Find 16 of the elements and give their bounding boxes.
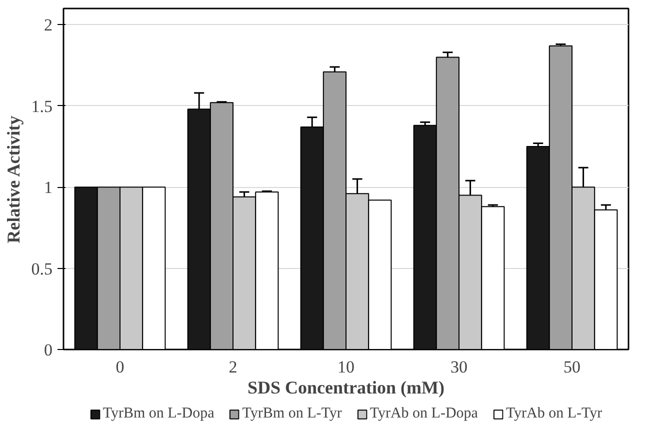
x-tick-label: 30: [450, 358, 468, 376]
legend-label: TyrAb on L-Dopa: [370, 406, 478, 422]
legend-label: TyrBm on L-Tyr: [242, 406, 342, 422]
y-tick-label: 2: [44, 16, 52, 35]
x-tick-label: 50: [564, 358, 580, 376]
y-tick-label: 0.5: [31, 259, 52, 278]
x-tick-label: 2: [228, 358, 238, 376]
y-axis-title: Relative Activity: [3, 116, 24, 244]
x-tick-label: 0: [116, 358, 124, 376]
y-tick-label: 0: [44, 340, 52, 360]
x-axis-title: SDS Concentration (mM): [248, 378, 444, 398]
legend-label: TyrAb on L-Tyr: [506, 406, 602, 422]
x-tick-label: 10: [338, 358, 354, 376]
legend-label: TyrBm on L-Dopa: [102, 406, 214, 422]
y-tick-label: 1.5: [31, 96, 52, 116]
y-tick-label: 1: [44, 178, 52, 198]
